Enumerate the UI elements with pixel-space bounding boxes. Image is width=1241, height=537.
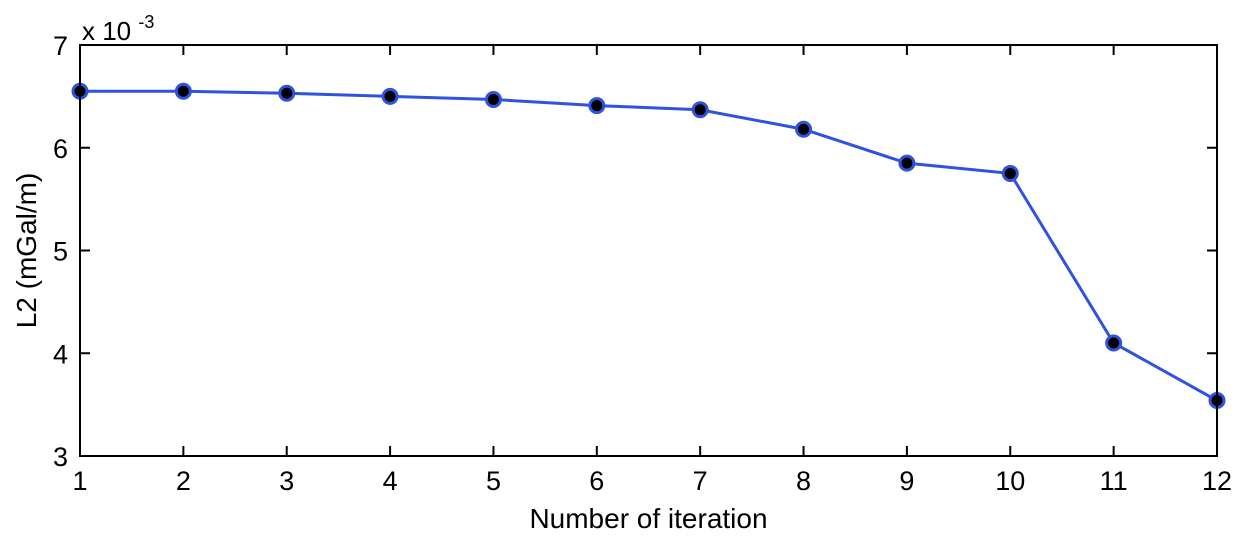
data-point: [588, 97, 606, 115]
x-tick-label: 12: [1202, 466, 1232, 496]
data-point: [278, 84, 296, 102]
y-tick-label: 4: [53, 339, 68, 369]
data-point: [1001, 164, 1019, 182]
x-tick-label: 1: [72, 466, 87, 496]
y-scale-exponent: -3: [138, 12, 154, 32]
data-point: [484, 90, 502, 108]
data-point: [1105, 334, 1123, 352]
series-line: [80, 89, 1218, 402]
series-layer: [71, 82, 1226, 410]
x-tick-label: 7: [693, 466, 708, 496]
data-point: [795, 120, 813, 138]
x-tick-label: 9: [899, 466, 914, 496]
y-scale-factor-label: x 10 -3: [82, 12, 154, 46]
x-tick-label: 3: [279, 466, 294, 496]
data-point: [381, 87, 399, 105]
y-tick-label: 5: [53, 237, 68, 267]
x-tick-label: 6: [589, 466, 604, 496]
x-tick-label: 11: [1100, 466, 1128, 496]
x-tick-label: 4: [383, 466, 398, 496]
x-tick-label: 2: [176, 466, 191, 496]
data-point: [174, 82, 192, 100]
x-tick-label: 5: [486, 466, 501, 496]
y-tick-label: 6: [53, 134, 68, 164]
y-axis-label: L2 (mGal/m): [11, 173, 42, 329]
x-tick-label: 8: [796, 466, 811, 496]
y-tick-label: 3: [53, 442, 68, 472]
data-point: [898, 154, 916, 172]
plot-frame: [79, 44, 1218, 457]
x-tick-label: 10: [995, 466, 1025, 496]
data-point: [691, 101, 709, 119]
y-tick-label: 7: [53, 31, 68, 61]
x-axis-label: Number of iteration: [529, 503, 767, 534]
y-scale-base: x 10: [82, 16, 131, 46]
